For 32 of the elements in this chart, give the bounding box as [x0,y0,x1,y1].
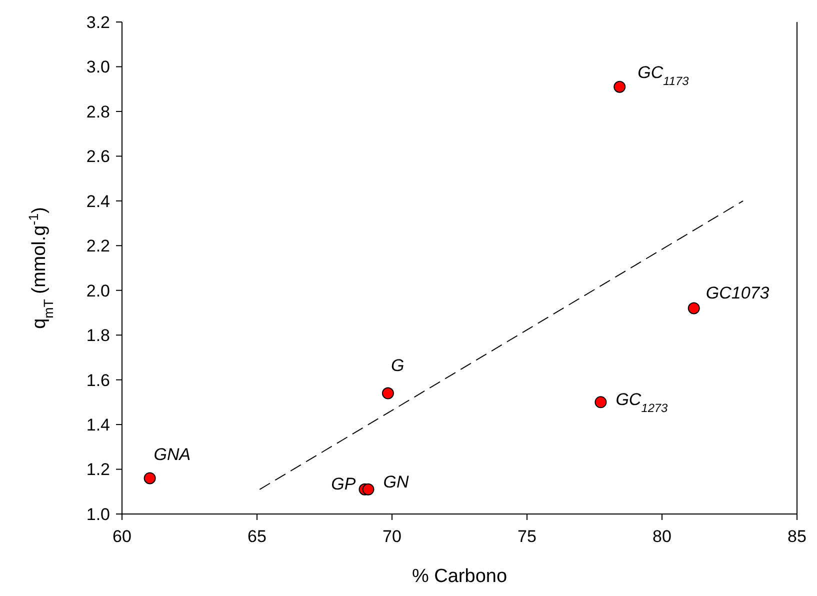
x-tick-label: 65 [248,527,266,546]
y-tick-label: 1.2 [86,460,110,480]
y-tick-label: 2.2 [86,236,110,256]
annotation: GNA [154,445,191,464]
point [144,472,156,484]
y-tick-label: 2.4 [86,192,110,211]
y-tick-label: 1.6 [86,370,110,390]
annotation: GC$_{1173}$ [638,62,690,88]
point [362,483,374,496]
point [688,302,700,314]
point [382,387,394,400]
y-tick-label: 2.6 [86,147,110,166]
x-axis-title: % Carbono [412,566,508,587]
x-tick-label: 70 [382,527,402,546]
y-tick-label: 3.2 [86,12,110,32]
y-tick-label: 2.0 [86,281,110,300]
y-tick-label: 1.8 [86,326,110,346]
annotation: GC1073 [706,283,770,302]
annotation: GN [383,472,410,492]
y-tick-label: 1.0 [86,504,110,524]
annotation: G [390,356,404,376]
x-tick-label: 85 [788,527,806,546]
annotation: GP [331,474,356,494]
x-tick-label: 60 [112,527,132,546]
point [594,396,607,408]
point [614,80,626,93]
y-tick-label: 1.4 [86,415,110,434]
annotation: GC$_{1273}$ [616,390,668,416]
y-tick-label: 2.8 [86,102,110,122]
x-tick-label: 75 [518,527,536,546]
y-tick-label: 3.0 [86,58,110,77]
x-tick-label: 80 [652,527,672,546]
